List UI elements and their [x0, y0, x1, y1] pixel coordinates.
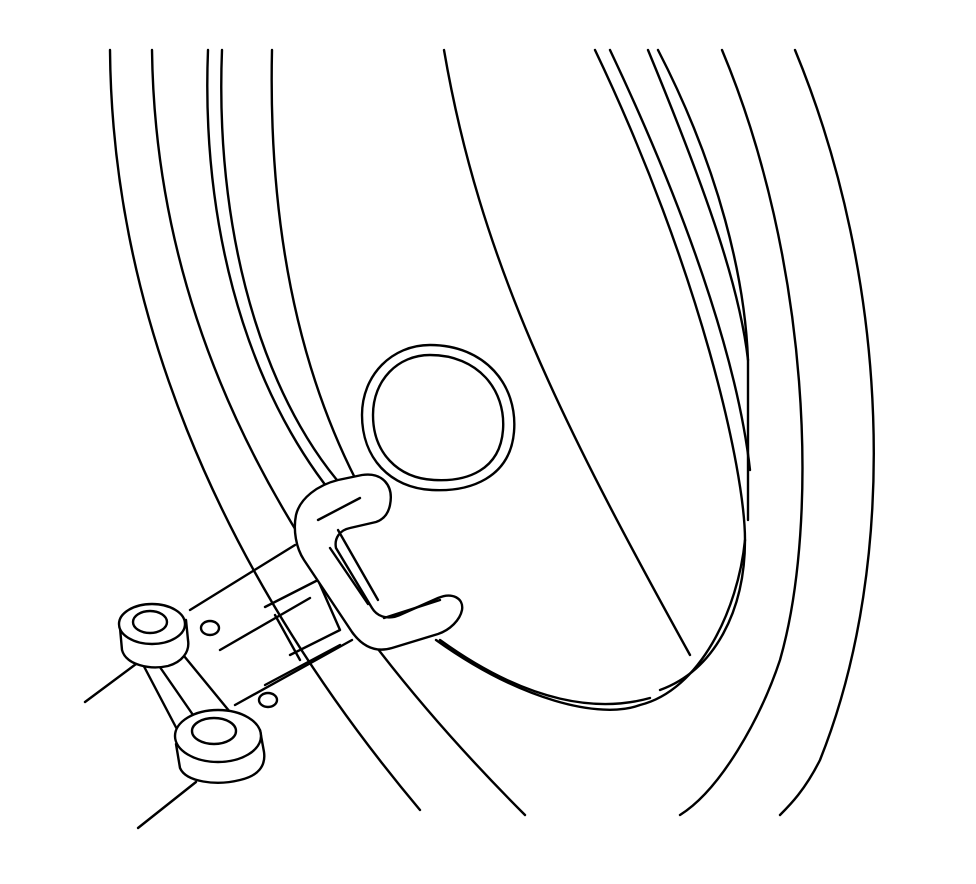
hanger-bracket: [188, 473, 464, 709]
bracket-hole-lower: [257, 691, 279, 709]
valve-hole: [360, 343, 516, 492]
retainer-hook-inner-2: [336, 528, 380, 602]
strap-slot: [263, 578, 342, 657]
barrel-inner-curve: [434, 538, 747, 711]
rim-outer-rings: [108, 48, 652, 817]
barrel-arc-1: [442, 48, 692, 657]
barrel-arc-7: [778, 48, 875, 817]
strap-slot-edge: [273, 613, 302, 662]
strap-bottom-edge: [233, 638, 354, 707]
strap-inner-edge: [218, 596, 312, 652]
strap-inner-edge-2: [263, 643, 342, 687]
bracket-hole-upper: [199, 619, 221, 637]
valve-hole-outer: [360, 343, 516, 492]
leader-lines: [83, 662, 198, 830]
lower-bushing-bore: [190, 716, 238, 746]
leader-line-lower: [136, 780, 198, 830]
upper-bushing-bore: [131, 609, 169, 635]
barrel-arc-2: [593, 48, 747, 692]
barrel-arc-3: [608, 48, 752, 472]
leader-line-upper: [83, 662, 138, 704]
retainer-hook-inner: [316, 496, 442, 620]
rim-arc-5b: [438, 638, 652, 706]
strap-top-edge: [188, 543, 297, 612]
barrel-arc-6: [678, 48, 804, 817]
rim-arc-2: [150, 48, 527, 817]
barrel-arc-4: [646, 48, 750, 362]
barrel-arc-5: [656, 48, 750, 522]
rim-arc-4: [220, 48, 362, 507]
mounting-bushings: [117, 602, 266, 784]
valve-hole-inner: [371, 353, 505, 482]
rim-arc-3: [206, 48, 357, 522]
rim-arc-5: [270, 48, 358, 482]
rim-arc-1: [108, 48, 422, 812]
rim-barrel: [434, 48, 875, 817]
retainer-hook: [293, 473, 464, 651]
upper-bushing-top: [117, 602, 187, 646]
bushing-link-left: [136, 653, 182, 737]
